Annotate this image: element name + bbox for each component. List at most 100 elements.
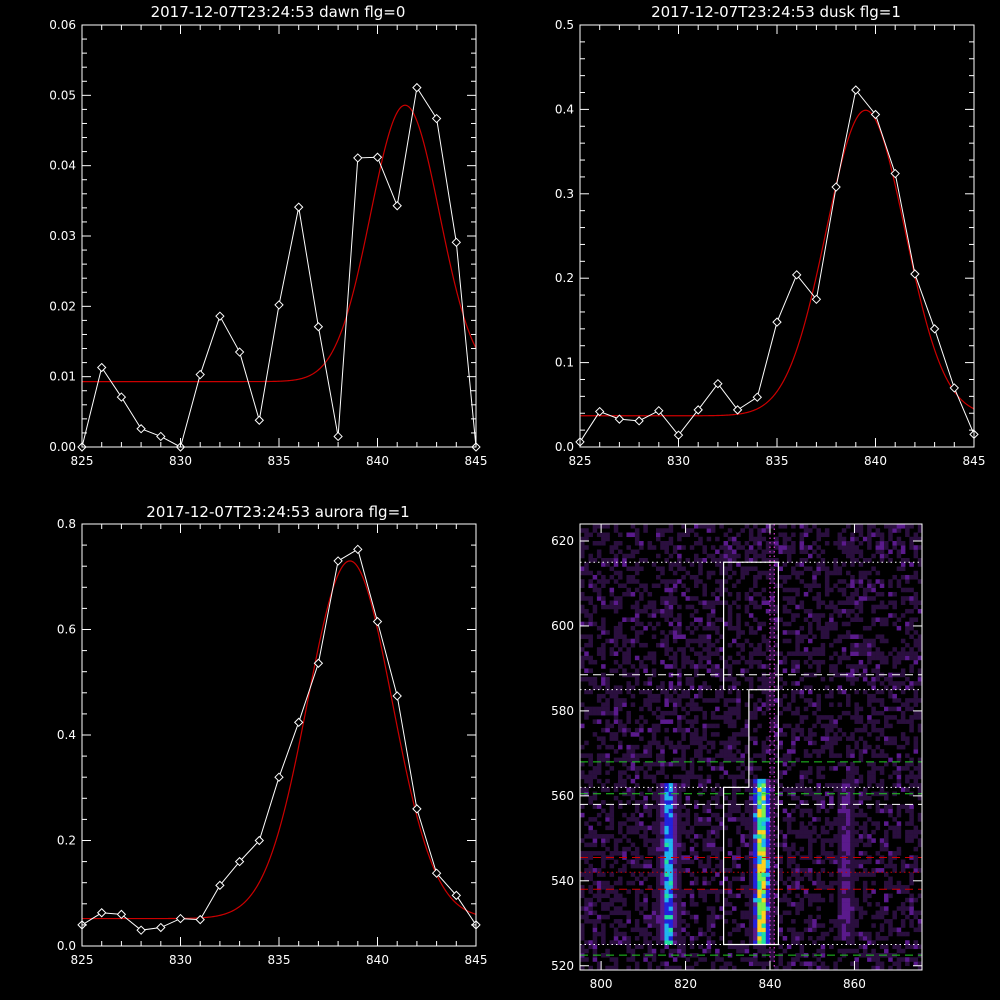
heatmap-cell xyxy=(871,872,876,877)
heatmap-cell xyxy=(647,681,653,686)
heatmap-cell xyxy=(694,596,699,601)
heatmap-cell xyxy=(647,940,653,945)
heatmap-cell xyxy=(727,774,733,780)
x-tick-label: 835 xyxy=(268,454,291,468)
heatmap-cell xyxy=(799,732,805,737)
heatmap-cell xyxy=(702,524,707,529)
heatmap-cell xyxy=(892,736,897,741)
heatmap-cell xyxy=(905,719,910,724)
heatmap-cell xyxy=(719,655,724,661)
heatmap-cell xyxy=(850,672,855,678)
heatmap-cell xyxy=(622,753,627,758)
heatmap-cell xyxy=(698,617,703,622)
heatmap-cell xyxy=(824,685,830,690)
heatmap-cell xyxy=(660,876,665,882)
heatmap-cell xyxy=(833,821,838,826)
heatmap-cell xyxy=(672,774,678,780)
heatmap-cell xyxy=(694,664,699,669)
heatmap-cell xyxy=(588,855,593,860)
heatmap-cell xyxy=(850,838,855,843)
heatmap-cell xyxy=(867,732,872,737)
heatmap-cell xyxy=(888,524,893,529)
heatmap-cell xyxy=(791,957,796,962)
heatmap-cell xyxy=(867,528,872,533)
heatmap-cell xyxy=(917,838,923,843)
heatmap-cell xyxy=(748,927,754,933)
heatmap-cell xyxy=(689,706,695,712)
heatmap-cell xyxy=(786,630,792,635)
heatmap-cell xyxy=(896,685,902,690)
heatmap-cell xyxy=(618,740,623,746)
heatmap-cell xyxy=(719,672,724,678)
heatmap-cell xyxy=(841,880,847,886)
heatmap-cell xyxy=(672,562,678,567)
heatmap-cell xyxy=(909,919,914,924)
heatmap-cell xyxy=(694,936,699,941)
dusk-title: 2017-12-07T23:24:53 dusk flg=1 xyxy=(651,3,901,21)
heatmap-cell xyxy=(753,557,758,563)
heatmap-cell xyxy=(677,783,682,788)
heatmap-cell xyxy=(757,540,762,546)
heatmap-cell xyxy=(799,821,805,826)
heatmap-cell xyxy=(909,812,914,818)
heatmap-cell xyxy=(584,834,589,839)
heatmap-cell xyxy=(879,681,885,686)
heatmap-cell xyxy=(850,829,855,835)
heatmap-cell xyxy=(639,910,644,916)
heatmap-cell xyxy=(634,919,640,924)
heatmap-cell xyxy=(723,676,729,682)
heatmap-cell xyxy=(715,889,720,894)
heatmap-cell xyxy=(867,570,872,576)
heatmap-cell xyxy=(862,897,868,903)
heatmap-cell xyxy=(824,540,830,546)
heatmap-cell xyxy=(719,914,724,920)
heatmap-cell xyxy=(875,910,881,916)
heatmap-cell xyxy=(698,557,703,563)
heatmap-cell xyxy=(668,685,674,690)
heatmap-cell xyxy=(630,825,636,831)
heatmap-cell xyxy=(795,902,800,907)
heatmap-cell xyxy=(862,889,868,894)
heatmap-cell xyxy=(727,715,733,720)
heatmap-cell xyxy=(588,596,593,601)
heatmap-cell xyxy=(875,676,881,682)
heatmap-cell xyxy=(634,770,640,775)
heatmap-cell xyxy=(774,732,779,737)
heatmap-cell xyxy=(660,931,665,937)
heatmap-cell xyxy=(841,600,847,606)
heatmap-cell xyxy=(660,719,665,724)
heatmap-cell xyxy=(677,863,682,869)
heatmap-cell xyxy=(770,931,775,937)
heatmap-cell xyxy=(782,808,788,814)
heatmap-cell xyxy=(770,863,775,869)
heatmap-cell xyxy=(884,761,889,767)
heatmap-cell xyxy=(909,647,914,652)
heatmap-cell xyxy=(605,914,610,920)
heatmap-cell xyxy=(588,834,593,839)
heatmap-cell xyxy=(685,910,691,916)
heatmap-cell xyxy=(791,664,796,669)
heatmap-cell xyxy=(668,914,674,920)
heatmap-cell xyxy=(736,698,741,703)
heatmap-cell xyxy=(664,817,669,822)
heatmap-cell xyxy=(634,800,640,805)
heatmap-cell xyxy=(727,931,733,937)
heatmap-cell xyxy=(618,685,623,690)
heatmap-cell xyxy=(770,859,775,865)
heatmap-cell xyxy=(723,965,729,971)
heatmap-cell xyxy=(601,800,606,805)
heatmap-cell xyxy=(862,851,868,856)
heatmap-cell xyxy=(715,638,720,644)
heatmap-cell xyxy=(846,804,851,809)
heatmap-cell xyxy=(761,634,767,639)
heatmap-cell xyxy=(791,808,796,814)
heatmap-cell xyxy=(580,647,585,652)
heatmap-cell xyxy=(744,817,750,822)
heatmap-cell xyxy=(770,919,775,924)
heatmap-cell xyxy=(837,931,843,937)
heatmap-cell xyxy=(748,787,754,792)
heatmap-cell xyxy=(829,740,834,746)
heatmap-cell xyxy=(837,889,843,894)
heatmap-cell xyxy=(580,540,585,546)
heatmap-cell xyxy=(715,693,720,699)
